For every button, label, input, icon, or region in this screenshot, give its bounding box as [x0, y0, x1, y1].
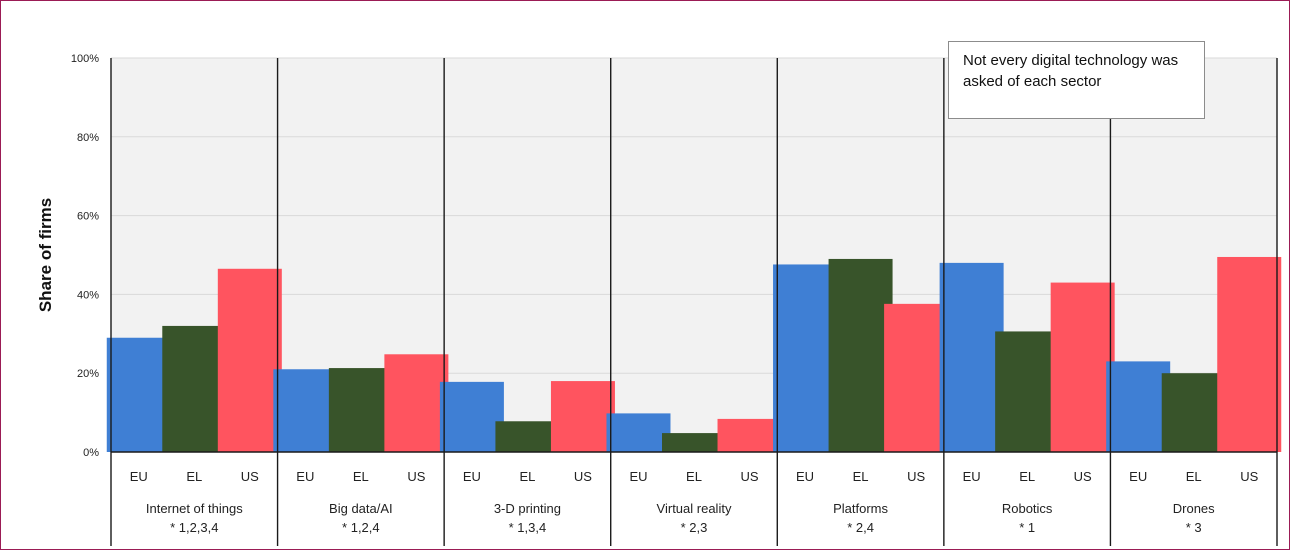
group-label: Internet of things — [146, 501, 243, 516]
group-note: * 3 — [1186, 520, 1202, 535]
bar-label: US — [574, 469, 592, 484]
y-tick-label: 80% — [77, 132, 99, 144]
bar-label: US — [907, 469, 925, 484]
bar-label: EL — [853, 469, 869, 484]
bar-label: US — [1074, 469, 1092, 484]
bar-label: EL — [1019, 469, 1035, 484]
chart-annotation: Not every digital technology was asked o… — [948, 41, 1205, 119]
bar-label: EL — [686, 469, 702, 484]
group-note: * 1,2,3,4 — [170, 520, 218, 535]
bar-label: EU — [1129, 469, 1147, 484]
bar-eu — [939, 262, 1004, 452]
group-note: * 1,2,4 — [342, 520, 380, 535]
bar-label: EU — [296, 469, 314, 484]
bar-label: EL — [1186, 469, 1202, 484]
bar-label: EU — [463, 469, 481, 484]
bar-eu — [773, 264, 838, 452]
bar-us — [217, 268, 282, 452]
bar-label: EU — [796, 469, 814, 484]
group-label: Drones — [1173, 501, 1215, 516]
bar-el — [828, 258, 893, 452]
group-label: Big data/AI — [329, 501, 393, 516]
bar-label: US — [407, 469, 425, 484]
bar-el — [662, 433, 726, 452]
bar-label: EU — [130, 469, 148, 484]
y-tick-label: 40% — [77, 289, 99, 301]
bar-us — [1217, 256, 1282, 452]
bar-el — [1161, 373, 1226, 452]
bar-us — [1050, 282, 1115, 452]
bar-us — [717, 418, 782, 452]
y-tick-label: 100% — [71, 53, 99, 65]
bar-label: EU — [963, 469, 981, 484]
bar-label: US — [241, 469, 259, 484]
bar-eu — [106, 337, 171, 452]
group-label: Robotics — [1002, 501, 1053, 516]
bar-us — [884, 303, 949, 452]
group-note: * 1 — [1019, 520, 1035, 535]
bar-eu — [606, 413, 671, 452]
group-note: * 1,3,4 — [509, 520, 547, 535]
bar-label: EL — [519, 469, 535, 484]
group-label: Platforms — [833, 501, 888, 516]
bar-el — [328, 368, 393, 452]
bar-us — [384, 354, 449, 452]
bar-eu — [1106, 361, 1171, 452]
bar-label: US — [740, 469, 758, 484]
bar-label: EL — [186, 469, 202, 484]
bar-eu — [439, 381, 504, 452]
y-tick-label: 60% — [77, 211, 99, 223]
group-note: * 2,3 — [681, 520, 708, 535]
bar-el — [495, 421, 560, 452]
y-tick-label: 20% — [77, 368, 99, 380]
bar-us — [550, 381, 615, 452]
group-label: 3-D printing — [494, 501, 561, 516]
y-axis-title: Share of firms — [36, 198, 55, 312]
group-note: * 2,4 — [847, 520, 874, 535]
bar-label: EU — [629, 469, 647, 484]
bar-eu — [273, 369, 338, 452]
bar-el — [162, 325, 227, 452]
bar-label: EL — [353, 469, 369, 484]
bar-label: US — [1240, 469, 1258, 484]
bar-el — [995, 331, 1060, 452]
group-label: Virtual reality — [657, 501, 732, 516]
y-tick-label: 0% — [83, 447, 99, 459]
